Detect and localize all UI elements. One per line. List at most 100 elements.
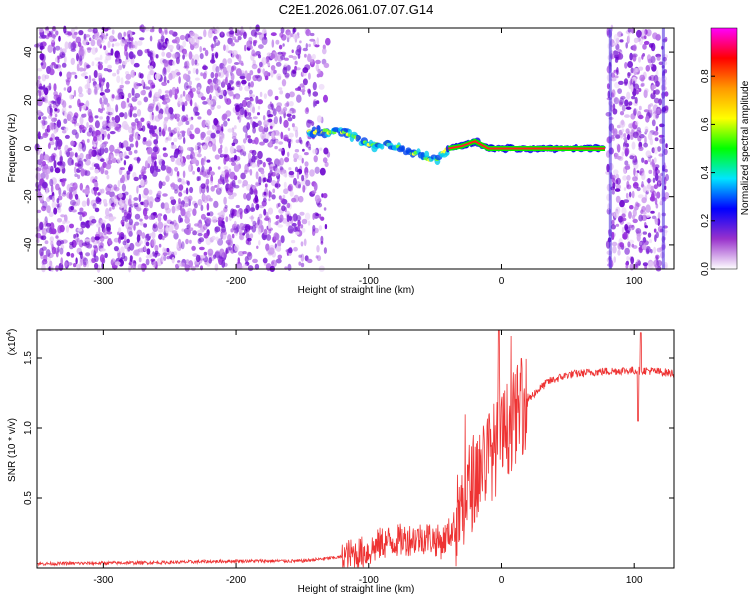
noise-speckle — [257, 54, 262, 59]
noise-speckle — [104, 58, 108, 64]
noise-speckle — [162, 67, 167, 77]
noise-speckle — [236, 68, 242, 77]
noise-speckle — [138, 240, 143, 245]
noise-speckle — [301, 227, 306, 233]
noise-speckle — [47, 105, 51, 114]
noise-speckle — [621, 213, 626, 218]
noise-speckle — [258, 240, 261, 246]
noise-speckle — [227, 128, 233, 133]
noise-speckle — [615, 134, 621, 139]
noise-speckle — [149, 35, 153, 42]
noise-speckle — [184, 217, 190, 224]
noise-speckle — [132, 113, 138, 118]
noise-speckle — [258, 213, 263, 219]
noise-speckle — [636, 233, 641, 242]
noise-speckle — [117, 180, 121, 188]
noise-speckle — [187, 195, 193, 202]
noise-speckle — [169, 168, 173, 177]
noise-speckle — [656, 191, 661, 199]
noise-speckle — [185, 60, 190, 69]
noise-speckle — [252, 220, 257, 227]
noise-speckle — [185, 93, 191, 102]
noise-speckle — [192, 230, 198, 236]
noise-speckle — [136, 234, 141, 243]
noise-speckle — [282, 194, 286, 200]
noise-speckle — [174, 189, 179, 194]
noise-speckle — [643, 40, 650, 45]
signal-halo — [401, 145, 406, 152]
noise-speckle — [656, 260, 663, 267]
noise-speckle — [612, 42, 618, 46]
noise-speckle — [80, 221, 86, 225]
noise-speckle — [231, 54, 235, 59]
noise-speckle — [648, 239, 653, 244]
noise-speckle — [617, 88, 622, 94]
noise-speckle — [291, 108, 297, 114]
noise-speckle — [49, 137, 53, 141]
noise-speckle — [42, 84, 46, 93]
noise-speckle — [94, 207, 100, 213]
noise-speckle — [254, 31, 258, 38]
noise-speckle — [176, 71, 181, 76]
noise-speckle — [219, 31, 225, 38]
noise-speckle — [231, 179, 236, 187]
noise-speckle — [249, 207, 256, 213]
noise-speckle — [649, 103, 654, 107]
noise-speckle — [61, 178, 66, 187]
noise-speckle — [642, 185, 647, 193]
noise-speckle — [161, 253, 164, 263]
noise-speckle — [208, 257, 212, 264]
noise-speckle — [154, 115, 161, 122]
noise-speckle — [638, 114, 644, 120]
noise-speckle — [235, 80, 241, 88]
noise-speckle — [231, 65, 235, 72]
noise-speckle — [264, 75, 269, 81]
noise-speckle — [178, 214, 182, 224]
noise-speckle — [166, 255, 171, 260]
snr-y-label: SNR (10 * v/v) — [7, 418, 18, 482]
noise-speckle — [64, 41, 69, 50]
noise-speckle — [287, 185, 292, 192]
noise-speckle — [138, 257, 142, 263]
noise-speckle — [62, 100, 67, 109]
noise-speckle — [198, 176, 202, 181]
noise-speckle — [303, 238, 307, 247]
noise-speckle — [214, 226, 221, 233]
noise-speckle — [238, 103, 243, 109]
noise-speckle — [217, 238, 224, 246]
noise-speckle — [125, 57, 130, 63]
noise-speckle — [223, 196, 227, 205]
noise-speckle — [631, 95, 636, 100]
noise-speckle — [58, 35, 61, 42]
noise-speckle — [158, 180, 163, 189]
noise-speckle — [291, 114, 296, 119]
noise-speckle — [283, 134, 289, 142]
noise-speckle — [148, 189, 153, 195]
noise-speckle — [55, 183, 60, 191]
noise-speckle — [46, 222, 51, 227]
noise-speckle — [224, 146, 228, 155]
noise-speckle — [279, 32, 284, 38]
noise-speckle — [619, 39, 624, 43]
noise-speckle — [110, 184, 114, 192]
noise-speckle — [302, 47, 308, 52]
noise-speckle — [183, 137, 186, 144]
noise-speckle — [288, 55, 294, 58]
noise-speckle — [203, 29, 207, 38]
noise-speckle — [138, 72, 142, 79]
noise-speckle — [211, 216, 217, 224]
noise-speckle — [199, 46, 202, 53]
noise-speckle — [60, 257, 63, 265]
noise-speckle — [244, 44, 247, 52]
noise-speckle — [96, 223, 102, 228]
noise-speckle — [206, 159, 211, 163]
noise-speckle — [316, 245, 320, 253]
noise-speckle — [282, 43, 285, 47]
noise-speckle — [148, 59, 153, 66]
noise-speckle — [217, 178, 223, 185]
noise-speckle — [298, 136, 302, 144]
noise-speckle — [88, 238, 93, 243]
noise-speckle — [237, 264, 243, 270]
noise-speckle — [121, 174, 125, 184]
noise-speckle — [228, 168, 232, 174]
